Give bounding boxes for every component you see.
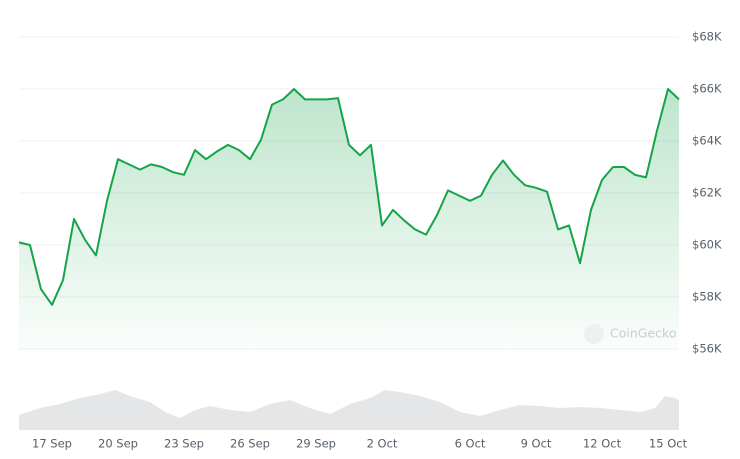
x-tick-label: 23 Sep xyxy=(164,437,204,451)
x-tick-label: 12 Oct xyxy=(583,437,622,451)
watermark-group: CoinGecko xyxy=(584,324,676,344)
x-tick-label: 17 Sep xyxy=(32,437,72,451)
x-tick-label: 20 Sep xyxy=(98,437,138,451)
watermark-logo xyxy=(584,324,604,344)
price-line xyxy=(18,88,680,306)
price-area xyxy=(19,89,679,349)
x-tick-label: 15 Oct xyxy=(649,437,688,451)
watermark: CoinGecko xyxy=(610,326,676,341)
y-tick-label: $60K xyxy=(692,238,722,252)
y-tick-label: $56K xyxy=(692,342,722,356)
y-tick-label: $68K xyxy=(692,30,722,44)
volume-area xyxy=(19,390,679,430)
y-tick-label: $62K xyxy=(692,186,722,200)
y-tick-label: $66K xyxy=(692,82,722,96)
x-tick-label: 26 Sep xyxy=(230,437,270,451)
x-tick-label: 2 Oct xyxy=(367,437,398,451)
x-tick-label: 9 Oct xyxy=(521,437,552,451)
x-tick-label: 6 Oct xyxy=(455,437,486,451)
x-tick-label: 29 Sep xyxy=(296,437,336,451)
y-tick-label: $64K xyxy=(692,134,722,148)
y-tick-label: $58K xyxy=(692,290,722,304)
